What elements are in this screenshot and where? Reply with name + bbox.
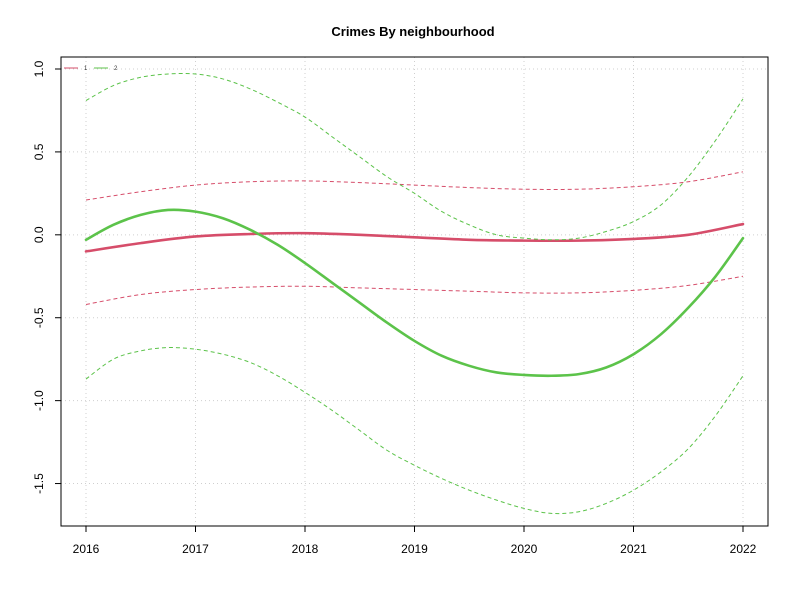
x-tick-label: 2016 (73, 542, 100, 556)
x-tick-label: 2022 (730, 542, 757, 556)
y-tick-label: 1.0 (32, 60, 46, 77)
y-tick-label: 0.5 (32, 143, 46, 160)
legend-label-1: 1 (84, 66, 88, 72)
y-tick-label: -1.5 (32, 473, 46, 494)
grid (61, 57, 768, 526)
series-1-lower-bound (85, 275, 744, 305)
series-2-lower-bound (85, 347, 744, 515)
series-1-upper-bound (85, 171, 744, 201)
x-tick-label: 2021 (620, 542, 647, 556)
legend-label-2: 2 (114, 66, 118, 72)
x-tick-label: 2020 (511, 542, 538, 556)
y-tick-label: -1.0 (32, 390, 46, 411)
y-tick-label: -0.5 (32, 307, 46, 328)
series-1-line (84, 222, 745, 253)
x-tick-label: 2017 (182, 542, 209, 556)
series-layer (84, 72, 745, 515)
series-1 (84, 171, 745, 305)
chart-title: Crimes By neighbourhood (331, 24, 494, 39)
x-tick-label: 2018 (292, 542, 319, 556)
x-tick-label: 2019 (401, 542, 428, 556)
axes: 2016 2017 2018 2019 2020 2021 2022 -1.5 -1.0 -0.5… (32, 60, 757, 556)
series-2 (84, 72, 745, 515)
series-2-line (84, 208, 745, 378)
series-2-upper-bound (85, 72, 744, 241)
plot-frame (60, 56, 769, 527)
y-tick-label: 0.0 (32, 226, 46, 243)
